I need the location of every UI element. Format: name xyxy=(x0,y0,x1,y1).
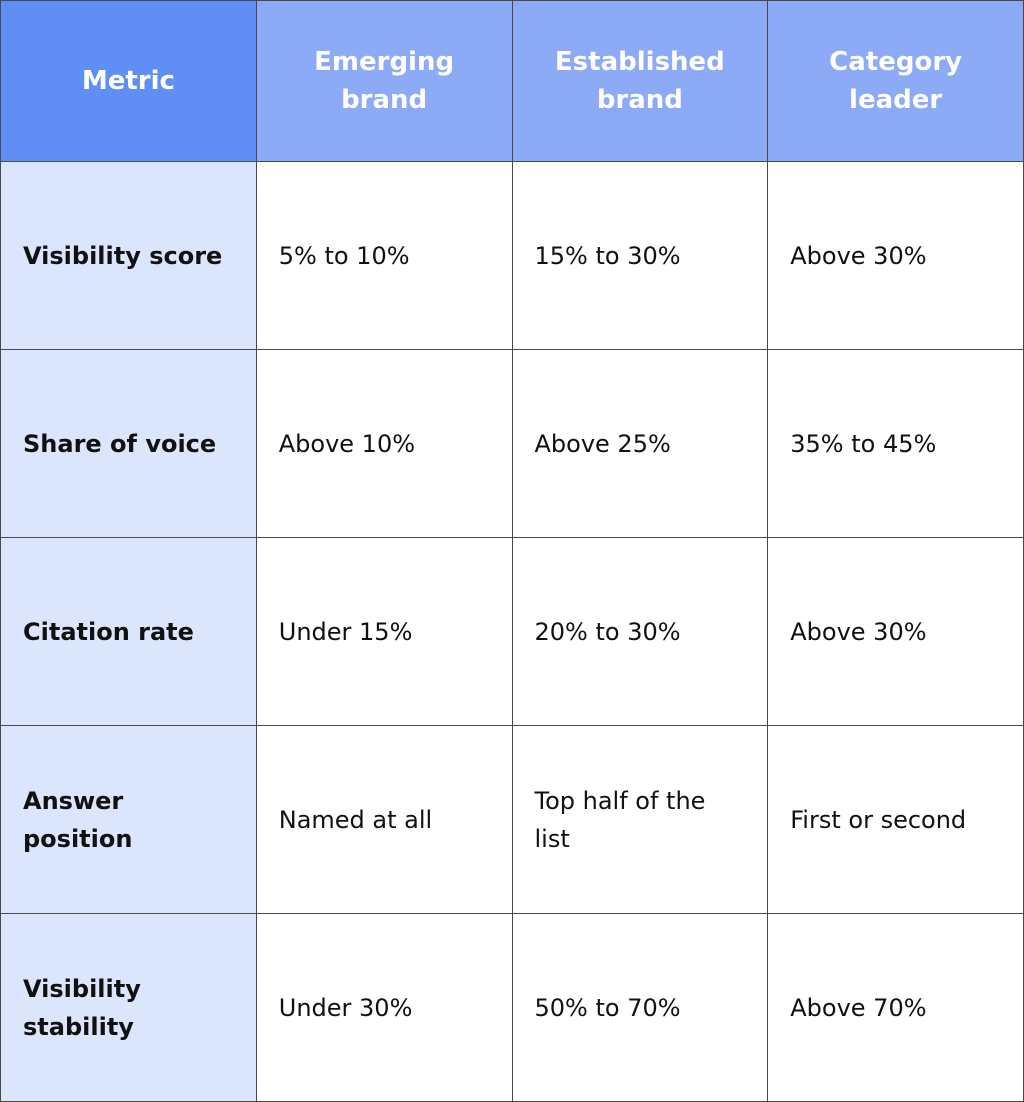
value-cell: 5% to 10% xyxy=(255,161,513,350)
value-cell: Named at all xyxy=(255,725,513,914)
cell-text: Under 15% xyxy=(278,617,413,646)
cell-text: Above 25% xyxy=(534,429,671,458)
table-row: Visibility stability Under 30% 50% to 70% A… xyxy=(0,913,1024,1102)
table-row: Answer position Named at all Top half of t… xyxy=(0,725,1024,914)
cell-text: Above 30% xyxy=(790,241,927,270)
value-cell: 20% to 30% xyxy=(511,537,769,726)
value-cell: 50% to 70% xyxy=(511,913,769,1102)
value-cell: Under 30% xyxy=(255,913,513,1102)
metric-cell: Answer position xyxy=(0,725,257,914)
header-cell: Category leader xyxy=(767,0,1024,162)
value-cell: 35% to 45% xyxy=(767,349,1024,538)
header-cell: Established brand xyxy=(511,0,769,162)
cell-text: 5% to 10% xyxy=(278,241,410,270)
cell-text: 20% to 30% xyxy=(534,617,681,646)
cell-text: Visibility stability xyxy=(23,974,141,1041)
table-row: Share of voice Above 10% Above 25% 35% to 4… xyxy=(0,349,1024,538)
header-row: Metric Emerging brand Established brand Cat… xyxy=(0,0,1024,162)
value-cell: Above 70% xyxy=(767,913,1024,1102)
cell-text: Share of voice xyxy=(23,429,217,458)
cell-text: Citation rate xyxy=(23,617,194,646)
cell-text: 15% to 30% xyxy=(534,241,681,270)
cell-text: First or second xyxy=(790,805,967,834)
cell-text: Named at all xyxy=(278,805,433,834)
value-cell: Above 30% xyxy=(767,537,1024,726)
metric-cell: Citation rate xyxy=(0,537,257,726)
cell-text: Above 30% xyxy=(790,617,927,646)
table-row: Visibility score 5% to 10% 15% to 30% Above… xyxy=(0,161,1024,350)
metric-cell: Visibility score xyxy=(0,161,257,350)
metric-cell: Visibility stability xyxy=(0,913,257,1102)
value-cell: 15% to 30% xyxy=(511,161,769,350)
table-row: Citation rate Under 15% 20% to 30% Above 30… xyxy=(0,537,1024,726)
cell-text: 50% to 70% xyxy=(534,993,681,1022)
value-cell: Above 30% xyxy=(767,161,1024,350)
value-cell: First or second xyxy=(767,725,1024,914)
header-cell: Metric xyxy=(0,0,257,162)
cell-text: Under 30% xyxy=(278,993,413,1022)
cell-text: Above 70% xyxy=(790,993,927,1022)
table-body: Visibility score 5% to 10% 15% to 30% Above… xyxy=(0,161,1024,1102)
header-cell: Emerging brand xyxy=(255,0,513,162)
cell-text: Visibility score xyxy=(23,241,223,270)
value-cell: Under 15% xyxy=(255,537,513,726)
cell-text: Top half of the list xyxy=(534,786,706,853)
value-cell: Above 10% xyxy=(255,349,513,538)
metric-cell: Share of voice xyxy=(0,349,257,538)
value-cell: Above 25% xyxy=(511,349,769,538)
cell-text: 35% to 45% xyxy=(790,429,937,458)
value-cell: Top half of the list xyxy=(511,725,769,914)
cell-text: Above 10% xyxy=(278,429,416,458)
cell-text: Answer position xyxy=(23,786,133,853)
